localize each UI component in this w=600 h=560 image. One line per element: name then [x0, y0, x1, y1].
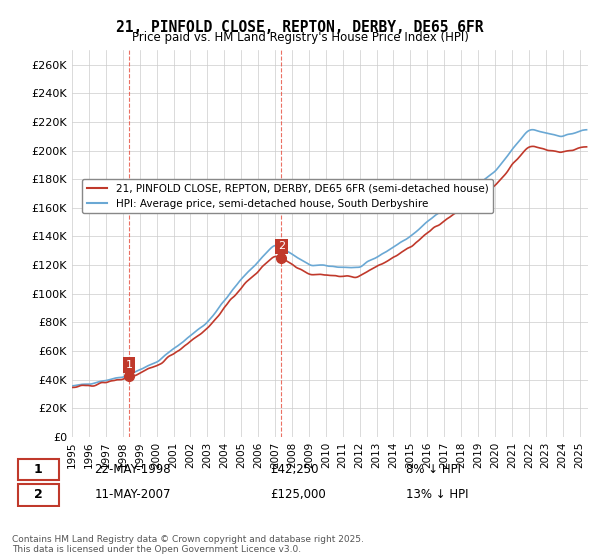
Text: 13% ↓ HPI: 13% ↓ HPI	[406, 488, 469, 501]
HPI: Average price, semi-detached house, South Derbyshire: (2.03e+03, 2.15e+05): Average price, semi-detached house, Sout…	[583, 127, 590, 133]
HPI: Average price, semi-detached house, South Derbyshire: (2e+03, 3.55e+04): Average price, semi-detached house, Sout…	[68, 382, 76, 389]
Text: 8% ↓ HPI: 8% ↓ HPI	[406, 463, 461, 476]
Text: 2: 2	[278, 241, 285, 251]
21, PINFOLD CLOSE, REPTON, DERBY, DE65 6FR (semi-detached house)	[449, 212, 456, 218]
Legend: 21, PINFOLD CLOSE, REPTON, DERBY, DE65 6FR (semi-detached house), HPI: Average p: 21, PINFOLD CLOSE, REPTON, DERBY, DE65 6…	[82, 179, 493, 213]
HPI: Average price, semi-detached house, South Derbyshire: (2.02e+03, 1.49e+05): Average price, semi-detached house, Sout…	[421, 221, 428, 227]
Text: 1: 1	[125, 360, 133, 370]
21, PINFOLD CLOSE, REPTON, DERBY, DE65 6FR (semi-detached house)	[583, 143, 590, 150]
21, PINFOLD CLOSE, REPTON, DERBY, DE65 6FR (semi-detached house)	[421, 232, 428, 239]
Text: 22-MAY-1998: 22-MAY-1998	[94, 463, 171, 476]
Text: 11-MAY-2007: 11-MAY-2007	[94, 488, 170, 501]
21, PINFOLD CLOSE, REPTON, DERBY, DE65 6FR (semi-detached house)	[346, 273, 353, 279]
Text: Price paid vs. HM Land Registry's House Price Index (HPI): Price paid vs. HM Land Registry's House …	[131, 31, 469, 44]
Text: 2: 2	[34, 488, 43, 501]
FancyBboxPatch shape	[18, 484, 59, 506]
Text: 21, PINFOLD CLOSE, REPTON, DERBY, DE65 6FR: 21, PINFOLD CLOSE, REPTON, DERBY, DE65 6…	[116, 20, 484, 35]
HPI: Average price, semi-detached house, South Derbyshire: (2e+03, 6.36e+04): Average price, semi-detached house, Sout…	[174, 343, 181, 349]
Text: £42,250: £42,250	[271, 463, 319, 476]
21, PINFOLD CLOSE, REPTON, DERBY, DE65 6FR (semi-detached house)	[68, 384, 76, 391]
HPI: Average price, semi-detached house, South Derbyshire: (2.02e+03, 2.15e+05): Average price, semi-detached house, Sout…	[529, 127, 536, 133]
Text: 1: 1	[34, 463, 43, 476]
HPI: Average price, semi-detached house, South Derbyshire: (2.01e+03, 1.18e+05): Average price, semi-detached house, Sout…	[346, 264, 353, 271]
Line: 21, PINFOLD CLOSE, REPTON, DERBY, DE65 6FR (semi-detached house): 21, PINFOLD CLOSE, REPTON, DERBY, DE65 6…	[72, 146, 587, 388]
HPI: Average price, semi-detached house, South Derbyshire: (2e+03, 5.34e+04): Average price, semi-detached house, Sout…	[156, 357, 163, 364]
Line: HPI: Average price, semi-detached house, South Derbyshire: HPI: Average price, semi-detached house,…	[72, 130, 587, 386]
HPI: Average price, semi-detached house, South Derbyshire: (2e+03, 4.17e+04): Average price, semi-detached house, Sout…	[119, 374, 127, 380]
21, PINFOLD CLOSE, REPTON, DERBY, DE65 6FR (semi-detached house)	[119, 376, 127, 382]
FancyBboxPatch shape	[18, 459, 59, 480]
21, PINFOLD CLOSE, REPTON, DERBY, DE65 6FR (semi-detached house)	[529, 143, 536, 150]
21, PINFOLD CLOSE, REPTON, DERBY, DE65 6FR (semi-detached house)	[156, 361, 163, 368]
21, PINFOLD CLOSE, REPTON, DERBY, DE65 6FR (semi-detached house)	[174, 348, 181, 354]
Text: Contains HM Land Registry data © Crown copyright and database right 2025.
This d: Contains HM Land Registry data © Crown c…	[12, 535, 364, 554]
Text: £125,000: £125,000	[271, 488, 326, 501]
HPI: Average price, semi-detached house, South Derbyshire: (2.02e+03, 1.64e+05): Average price, semi-detached house, Sout…	[449, 198, 456, 205]
